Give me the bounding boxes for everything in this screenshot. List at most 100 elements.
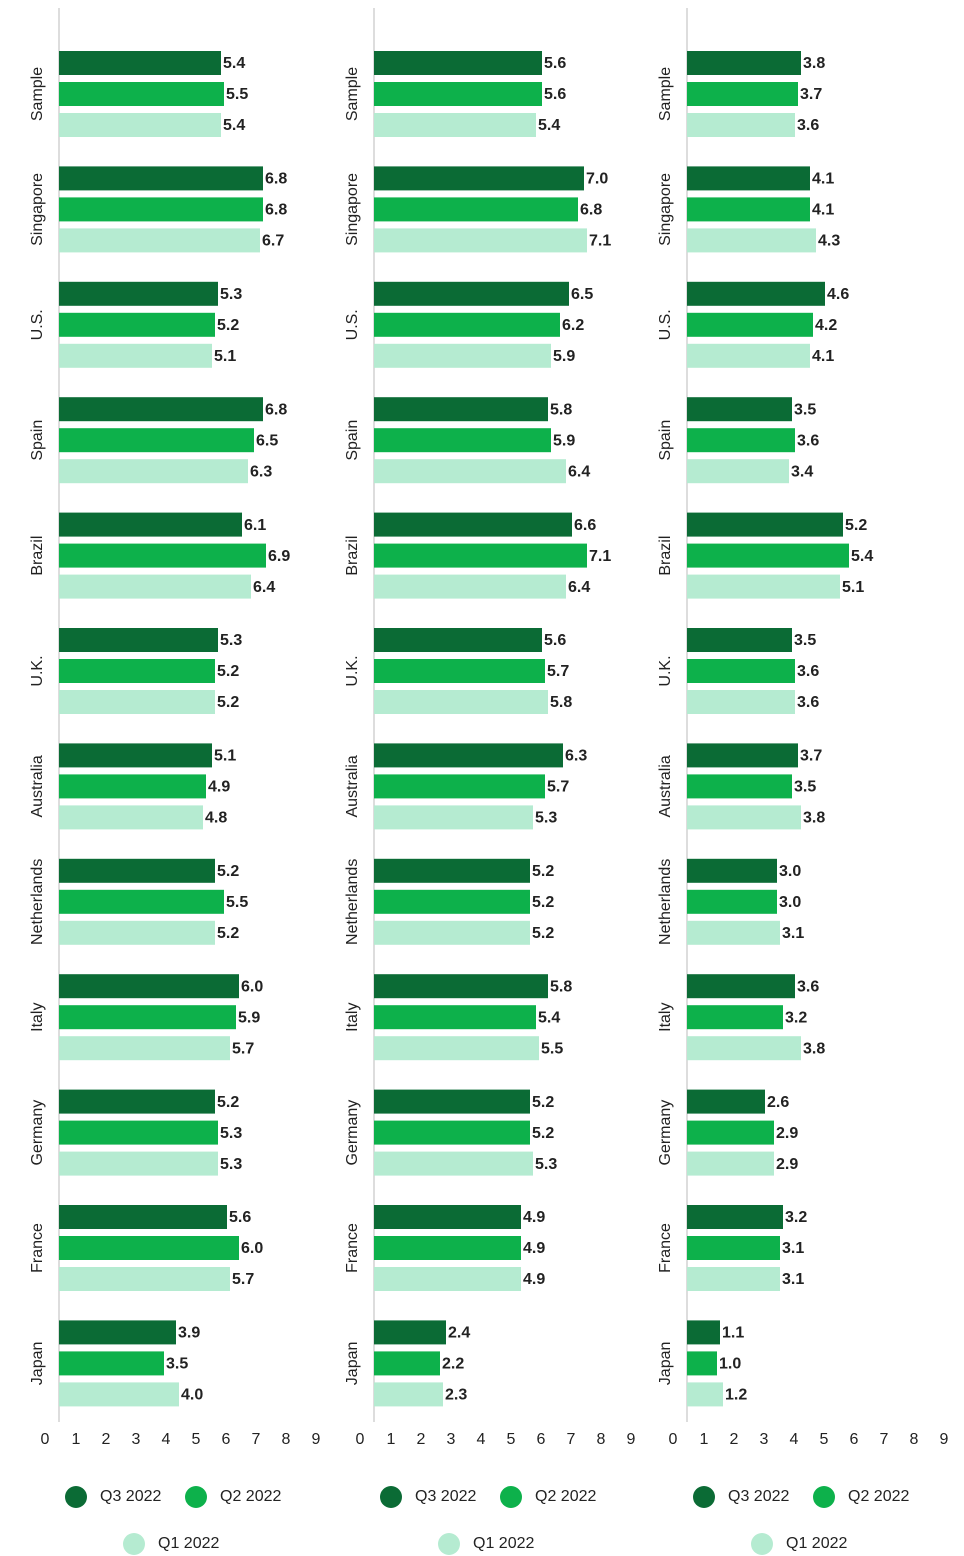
value-label: 5.2	[217, 925, 239, 942]
category-label: U.S.	[344, 309, 361, 340]
value-label: 5.3	[220, 632, 242, 649]
x-tick-label: 8	[282, 1431, 291, 1448]
value-label: 6.0	[241, 1240, 263, 1257]
value-label: 7.1	[589, 233, 611, 250]
value-label: 5.4	[538, 1009, 560, 1026]
bar	[59, 512, 242, 537]
value-label: 4.9	[523, 1209, 545, 1226]
bar	[59, 1120, 218, 1145]
value-label: 6.1	[244, 517, 266, 534]
value-label: 7.0	[586, 171, 608, 188]
bar	[687, 428, 795, 453]
bar	[374, 1320, 446, 1345]
legend-marker	[500, 1486, 522, 1508]
value-label: 2.3	[445, 1387, 467, 1404]
bar	[374, 228, 587, 253]
bar	[687, 281, 825, 306]
value-label: 2.6	[767, 1094, 789, 1111]
value-label: 5.2	[217, 694, 239, 711]
bar	[59, 805, 203, 830]
bar	[374, 889, 530, 914]
category-label: Sample	[29, 67, 46, 121]
category-label: Singapore	[344, 173, 361, 246]
x-tick-label: 2	[102, 1431, 111, 1448]
legend-label: Q3 2022	[415, 1488, 476, 1505]
bar	[687, 743, 798, 768]
value-label: 2.9	[776, 1125, 798, 1142]
bar	[687, 1036, 801, 1061]
legend-label: Q1 2022	[158, 1535, 219, 1552]
bar	[687, 113, 795, 137]
value-label: 5.2	[532, 894, 554, 911]
value-label: 2.2	[442, 1356, 464, 1373]
value-label: 3.6	[797, 432, 819, 449]
bar	[59, 1089, 215, 1114]
value-label: 5.5	[226, 894, 248, 911]
bar	[687, 574, 840, 599]
category-label: Brazil	[29, 536, 46, 576]
value-label: 5.9	[553, 348, 575, 365]
bar	[59, 1351, 164, 1376]
value-label: 4.1	[812, 202, 834, 219]
category-label: France	[29, 1223, 46, 1273]
bar	[374, 659, 545, 683]
x-tick-label: 1	[700, 1431, 709, 1448]
category-label: U.S.	[29, 309, 46, 340]
x-tick-label: 5	[507, 1431, 516, 1448]
x-tick-label: 2	[730, 1431, 739, 1448]
bar	[374, 543, 587, 568]
value-label: 5.2	[217, 1094, 239, 1111]
bar	[374, 1089, 530, 1114]
value-label: 3.5	[794, 779, 816, 796]
bar	[687, 889, 777, 914]
value-label: 6.5	[256, 432, 278, 449]
value-label: 5.5	[541, 1040, 563, 1057]
bar	[59, 774, 206, 799]
bar	[374, 1036, 539, 1061]
bar	[59, 889, 224, 914]
bar	[59, 858, 215, 883]
bar	[59, 690, 215, 714]
bar	[374, 1382, 443, 1407]
legend-label: Q2 2022	[535, 1488, 596, 1505]
value-label: 3.8	[803, 1040, 825, 1057]
x-tick-label: 8	[597, 1431, 606, 1448]
bar	[59, 281, 218, 306]
value-label: 5.6	[544, 86, 566, 103]
value-label: 5.1	[842, 579, 864, 596]
bar	[374, 1236, 521, 1260]
bar	[687, 166, 810, 191]
bar	[59, 1005, 236, 1030]
category-label: Netherlands	[29, 859, 46, 945]
category-label: U.K.	[344, 655, 361, 686]
bar	[374, 1151, 533, 1176]
x-tick-label: 9	[627, 1431, 636, 1448]
bar	[374, 166, 584, 191]
legend-label: Q1 2022	[473, 1535, 534, 1552]
category-label: Germany	[657, 1100, 674, 1166]
x-tick-label: 3	[132, 1431, 141, 1448]
category-label: Italy	[657, 1003, 674, 1032]
bar	[687, 858, 777, 883]
value-label: 5.3	[220, 1156, 242, 1173]
value-label: 3.8	[803, 55, 825, 72]
bar	[59, 459, 248, 484]
bar	[374, 281, 569, 306]
x-tick-label: 4	[162, 1431, 171, 1448]
bar	[374, 858, 530, 883]
bar	[59, 574, 251, 599]
bar	[687, 1005, 783, 1030]
bar	[687, 1382, 723, 1407]
category-label: Australia	[657, 755, 674, 817]
category-label: Italy	[29, 1003, 46, 1032]
bar	[687, 1351, 717, 1376]
value-label: 3.7	[800, 86, 822, 103]
bar	[374, 574, 566, 599]
bar	[687, 1267, 780, 1291]
value-label: 5.1	[214, 348, 236, 365]
x-tick-label: 7	[880, 1431, 889, 1448]
x-tick-label: 1	[72, 1431, 81, 1448]
category-label: Brazil	[657, 536, 674, 576]
bar	[374, 1005, 536, 1030]
value-label: 2.9	[776, 1156, 798, 1173]
